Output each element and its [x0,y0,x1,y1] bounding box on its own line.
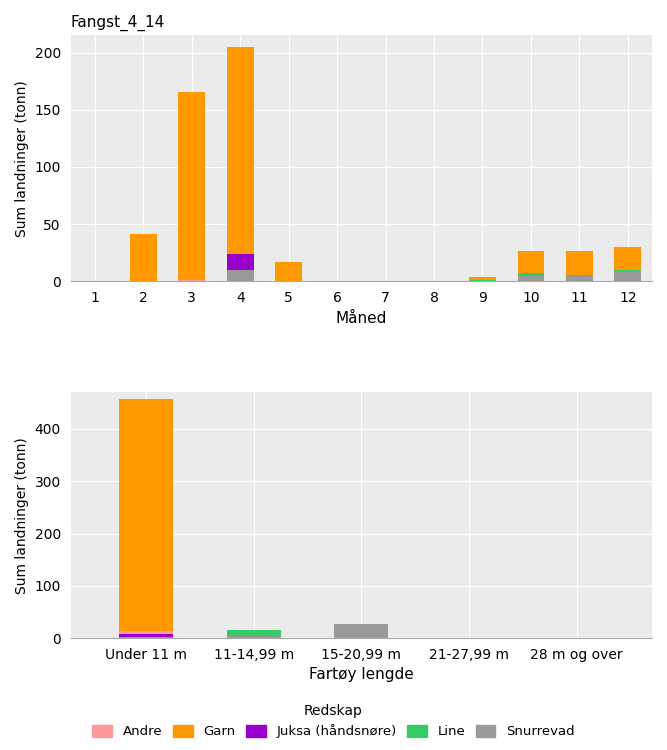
Bar [119,634,173,638]
Bar [566,276,593,281]
Text: Fangst_4_14: Fangst_4_14 [71,15,165,32]
Bar [566,275,593,276]
Bar [275,262,302,281]
Bar [119,632,173,634]
Y-axis label: Sum landninger (tonn): Sum landninger (tonn) [15,80,29,237]
Bar [227,635,281,638]
Bar [179,92,205,280]
Y-axis label: Sum landninger (tonn): Sum landninger (tonn) [15,436,29,593]
Bar [469,278,496,280]
Bar [119,399,173,632]
Bar [130,235,157,281]
Bar [227,630,281,635]
X-axis label: Fartøy lengde: Fartøy lengde [309,668,414,682]
Bar [227,46,253,254]
Bar [614,247,641,270]
Legend: Andre, Garn, Juksa (håndsnøre), Line, Snurrevad: Andre, Garn, Juksa (håndsnøre), Line, Sn… [87,698,580,743]
Bar [227,254,253,270]
Bar [469,280,496,281]
Bar [518,276,544,281]
Bar [518,251,544,274]
Bar [334,623,388,638]
X-axis label: Måned: Måned [336,310,387,326]
Bar [227,270,253,281]
Bar [566,251,593,275]
Bar [518,274,544,276]
Bar [179,280,205,281]
Bar [614,271,641,281]
